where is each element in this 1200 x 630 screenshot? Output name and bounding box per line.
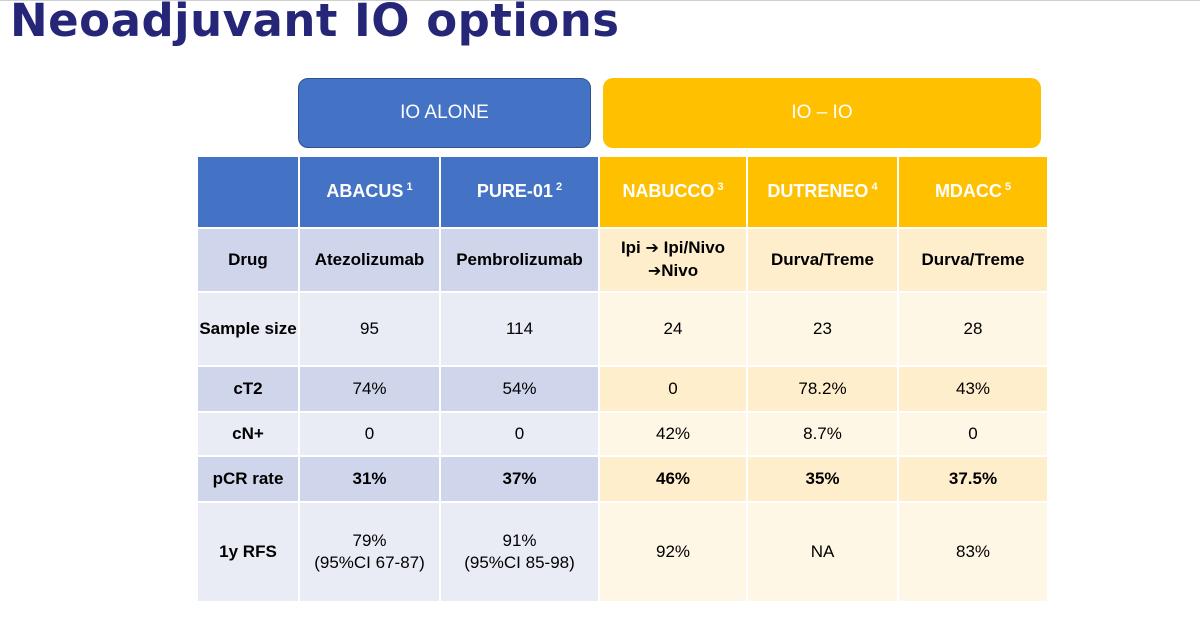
cell: 83% bbox=[897, 501, 1049, 603]
row-label: 1y RFS bbox=[196, 501, 300, 603]
cell: 54% bbox=[439, 365, 600, 413]
col-name: ABACUS bbox=[326, 181, 404, 202]
header-corner-cell bbox=[196, 155, 300, 229]
col-ref: 2 bbox=[555, 181, 563, 194]
arrow-icon: ➔ bbox=[647, 263, 662, 280]
rfs-ci: (95%CI 85-98) bbox=[464, 553, 575, 572]
cell: 46% bbox=[598, 455, 748, 503]
cell: 28 bbox=[897, 291, 1049, 367]
drug-nivo: Nivo bbox=[661, 261, 699, 280]
cell: Pembrolizumab bbox=[439, 227, 600, 293]
drug-ipi-nivo: Ipi/Nivo bbox=[663, 238, 726, 258]
col-name: MDACC bbox=[934, 181, 1002, 202]
cell-rfs-pure01: 91% (95%CI 85-98) bbox=[439, 501, 600, 603]
cell: 8.7% bbox=[746, 411, 899, 457]
col-name: DUTRENEO bbox=[767, 181, 869, 202]
row-label: cT2 bbox=[196, 365, 300, 413]
cell: Durva/Treme bbox=[746, 227, 899, 293]
cell: 42% bbox=[598, 411, 748, 457]
cell: Atezolizumab bbox=[298, 227, 441, 293]
cell: 35% bbox=[746, 455, 899, 503]
table-row-pcr: pCR rate 31% 37% 46% 35% 37.5% bbox=[196, 455, 1049, 503]
col-header-pure01: PURE-01 2 bbox=[439, 155, 600, 229]
trials-table: ABACUS 1 PURE-01 2 NABUCCO 3 DUTRENEO 4 MDAC… bbox=[196, 155, 1049, 603]
row-label: pCR rate bbox=[196, 455, 300, 503]
cell: 0 bbox=[439, 411, 600, 457]
cell: 92% bbox=[598, 501, 748, 603]
cell: 24 bbox=[598, 291, 748, 367]
cell: 0 bbox=[598, 365, 748, 413]
col-ref: 3 bbox=[717, 181, 724, 194]
col-header-nabucco: NABUCCO 3 bbox=[598, 155, 748, 229]
cell: 43% bbox=[897, 365, 1049, 413]
io-io-header: IO – IO bbox=[603, 78, 1041, 148]
drug-line-1: Ipi ➔ Ipi/Nivo bbox=[600, 237, 746, 260]
table-row-rfs: 1y RFS 79% (95%CI 67-87) 91% (95%CI 85-9… bbox=[196, 501, 1049, 603]
row-label: cN+ bbox=[196, 411, 300, 457]
row-label: Drug bbox=[196, 227, 300, 293]
cell: 0 bbox=[298, 411, 441, 457]
cell-rfs-abacus: 79% (95%CI 67-87) bbox=[298, 501, 441, 603]
drug-ipi: Ipi bbox=[620, 238, 641, 258]
cell: 95 bbox=[298, 291, 441, 367]
table-header-row: ABACUS 1 PURE-01 2 NABUCCO 3 DUTRENEO 4 MDAC… bbox=[196, 155, 1049, 229]
cell: 74% bbox=[298, 365, 441, 413]
col-header-dutreneo: DUTRENEO 4 bbox=[746, 155, 899, 229]
table-row-sample-size: Sample size 95 114 24 23 28 bbox=[196, 291, 1049, 367]
col-name: PURE-01 bbox=[476, 181, 553, 202]
io-alone-header: IO ALONE bbox=[298, 78, 591, 148]
drug-line-2: ➔Nivo bbox=[600, 260, 746, 283]
cell: 31% bbox=[298, 455, 441, 503]
cell: 0 bbox=[897, 411, 1049, 457]
col-name: NABUCCO bbox=[622, 181, 715, 202]
rfs-value: 91% bbox=[502, 530, 537, 550]
arrow-icon: ➔ bbox=[645, 240, 659, 258]
cell: Durva/Treme bbox=[897, 227, 1049, 293]
cell: 37% bbox=[439, 455, 600, 503]
table-row-drug: Drug Atezolizumab Pembrolizumab Ipi ➔ Ip… bbox=[196, 227, 1049, 293]
slide-title: Neoadjuvant IO options bbox=[10, 0, 620, 47]
cell-nabucco-drug: Ipi ➔ Ipi/Nivo ➔Nivo bbox=[598, 227, 748, 293]
cell: NA bbox=[746, 501, 899, 603]
col-ref: 5 bbox=[1004, 181, 1012, 194]
col-header-abacus: ABACUS 1 bbox=[298, 155, 441, 229]
cell: 23 bbox=[746, 291, 899, 367]
col-ref: 1 bbox=[406, 181, 413, 194]
cell: 37.5% bbox=[897, 455, 1049, 503]
cell: 114 bbox=[439, 291, 600, 367]
rfs-value: 79% bbox=[352, 530, 387, 550]
rfs-ci: (95%CI 67-87) bbox=[314, 553, 425, 572]
top-divider bbox=[0, 0, 1200, 1]
cell: 78.2% bbox=[746, 365, 899, 413]
col-header-mdacc: MDACC 5 bbox=[897, 155, 1049, 229]
row-label: Sample size bbox=[196, 291, 300, 367]
col-ref: 4 bbox=[871, 181, 878, 194]
table-row-cn: cN+ 0 0 42% 8.7% 0 bbox=[196, 411, 1049, 457]
table-row-ct2: cT2 74% 54% 0 78.2% 43% bbox=[196, 365, 1049, 413]
